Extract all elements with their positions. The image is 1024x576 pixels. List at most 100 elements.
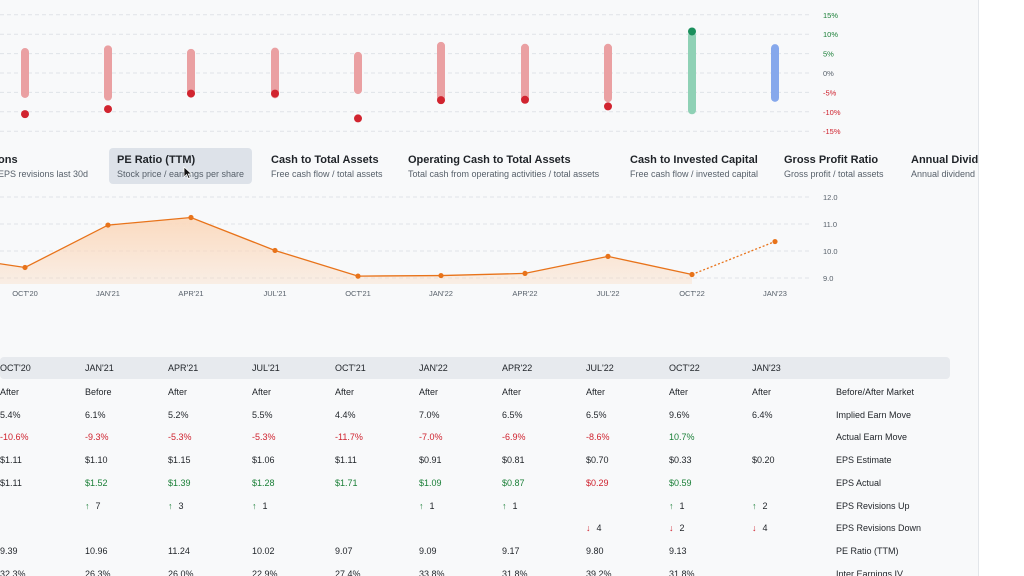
actual-move-point[interactable] [104, 105, 112, 114]
metric-tab-title: Gross Profit Ratio [784, 154, 879, 166]
metric-tab[interactable]: ons EPS revisions last 30d [0, 148, 96, 184]
column-header: JUL'21 [252, 363, 280, 373]
earnings-move-chart: 15% 10% 5% 0% -5% -10% -15% [0, 11, 841, 136]
pe-x-tick-label: OCT'21 [345, 289, 371, 298]
metric-tab[interactable]: Cash to Total Assets Free cash flow / tot… [263, 148, 391, 184]
table-cell: $1.71 [335, 477, 358, 488]
row-label: Actual Earn Move [836, 432, 908, 443]
arrow-up-icon: ↑ [752, 500, 757, 511]
metric-tab[interactable]: Annual Divide Annual dividend [903, 148, 978, 184]
table-row: After Before After After After After After Afte… [0, 386, 950, 400]
metric-tab[interactable]: Operating Cash to Total Assets Total cash… [400, 148, 607, 184]
metric-tab[interactable]: Gross Profit Ratio Gross profit / total a… [776, 148, 892, 184]
pe-data-point[interactable] [438, 272, 444, 279]
arrow-up-icon: ↑ [168, 500, 173, 511]
actual-move-point[interactable] [354, 114, 362, 123]
table-row: 32.3% 26.3% 26.0% 22.9% 27.4% 33.8% 31.8% 39.2%… [0, 568, 950, 576]
table-cell: 6.5% [586, 409, 607, 420]
actual-move-point[interactable] [688, 27, 696, 36]
column-header: OCT'22 [669, 363, 700, 373]
metric-tab-subtitle: Free cash flow / total assets [271, 169, 383, 179]
table-cell: 27.4% [335, 568, 361, 576]
revision-count: 1 [429, 500, 435, 511]
metric-tab-title: Annual Divide [911, 154, 978, 166]
arrow-up-icon: ↑ [85, 500, 90, 511]
metric-tab-title: Operating Cash to Total Assets [408, 154, 571, 166]
row-label: Implied Earn Move [836, 409, 912, 420]
actual-move-point[interactable] [187, 89, 195, 98]
table-row: -10.6% -9.3% -5.3% -5.3% -11.7% -7.0% -6.9% -8.… [0, 431, 950, 445]
table-cell: 5.4% [0, 409, 21, 420]
table-cell: 26.0% [168, 568, 194, 576]
earnings-page: 15% 10% 5% 0% -5% -10% -15% ons EPS revisions l… [0, 10, 978, 576]
pe-data-point[interactable] [105, 222, 111, 228]
pe-data-point[interactable] [272, 247, 278, 254]
table-cell: ↑ 1 [669, 500, 685, 512]
pe-data-point[interactable] [22, 264, 28, 271]
arrow-down-icon: ↓ [752, 523, 757, 534]
pe-x-tick-label: JUL'21 [263, 289, 286, 298]
actual-move-point[interactable] [437, 96, 445, 105]
metric-tab-subtitle: EPS revisions last 30d [0, 169, 89, 179]
top-y-tick-label: -10% [823, 108, 841, 117]
metric-tab-subtitle: Annual dividend [911, 169, 976, 179]
pe-data-point[interactable] [689, 271, 695, 278]
metric-tab[interactable]: PE Ratio (TTM) Stock price / earnings per… [109, 148, 253, 184]
table-cell: After [669, 387, 689, 397]
metric-tab[interactable]: Cash to Invested Capital Free cash flow /… [622, 148, 766, 184]
pe-series-line [0, 216, 693, 277]
table-cell: $1.11 [0, 455, 22, 466]
pe-data-point[interactable] [355, 273, 361, 279]
table-cell: 32.3% [0, 568, 26, 576]
table-cell: ↓ 2 [669, 522, 685, 534]
pe-data-point[interactable] [605, 253, 611, 259]
table-cell: 7.0% [419, 409, 440, 420]
revision-count: 3 [178, 500, 184, 511]
table-cell: 31.8% [669, 568, 695, 576]
revision-count: 4 [596, 523, 602, 534]
arrow-down-icon: ↓ [669, 523, 674, 534]
table-cell: 10.96 [85, 545, 108, 556]
column-header: JUL'22 [586, 363, 614, 373]
revision-count: 1 [679, 500, 685, 511]
row-label: PE Ratio (TTM) [836, 545, 899, 556]
column-header: JAN'22 [419, 363, 448, 373]
table-cell: 39.2% [586, 568, 612, 576]
actual-move-point[interactable] [604, 102, 612, 111]
arrow-down-icon: ↓ [586, 523, 591, 534]
table-cell: After [752, 387, 772, 397]
table-cell: $0.87 [502, 477, 525, 488]
pe-data-point[interactable] [522, 270, 528, 277]
table-cell: -11.7% [335, 432, 363, 443]
table-cell: $1.11 [335, 455, 357, 466]
row-label: Inter Earnings IV [836, 568, 904, 576]
table-cell: ↓ 4 [586, 522, 602, 534]
pe-ratio-chart: 12.0 11.0 10.0 9.0 OCT'20 JAN'21 APR'21 JUL'21 O… [0, 193, 838, 298]
table-cell: 4.4% [335, 409, 356, 420]
row-label: EPS Actual [836, 477, 882, 488]
table-cell: ↑ 3 [168, 500, 184, 512]
pe-y-tick-label: 12.0 [823, 193, 838, 202]
top-y-tick-label: 10% [823, 30, 838, 39]
metric-tab-subtitle: Gross profit / total assets [784, 169, 884, 179]
table-cell: -6.9% [502, 432, 526, 443]
column-header: JAN'23 [752, 363, 781, 373]
table-cell: After [0, 387, 20, 397]
table-row: 9.39 10.96 11.24 10.02 9.07 9.09 9.17 9.80 9.13 P… [0, 545, 950, 559]
table-cell: 11.24 [168, 545, 190, 556]
mouse-cursor-icon [183, 166, 193, 180]
table-cell: After [335, 387, 355, 397]
table-cell: $1.09 [419, 477, 442, 488]
table-cell: 26.3% [85, 568, 111, 576]
table-cell: 5.5% [252, 409, 273, 420]
actual-move-point[interactable] [271, 89, 279, 98]
actual-move-point[interactable] [21, 110, 29, 119]
column-header: JAN'21 [85, 363, 114, 373]
actual-move-point[interactable] [521, 95, 529, 104]
pe-data-point[interactable] [772, 238, 778, 245]
table-cell: 9.13 [669, 545, 687, 556]
table-row: 5.4% 6.1% 5.2% 5.5% 4.4% 7.0% 6.5% 6.5% 9.6% 6.4%… [0, 409, 950, 423]
table-cell: 10.7% [669, 432, 695, 443]
pe-x-tick-label: OCT'20 [12, 289, 38, 298]
pe-data-point[interactable] [188, 214, 194, 221]
